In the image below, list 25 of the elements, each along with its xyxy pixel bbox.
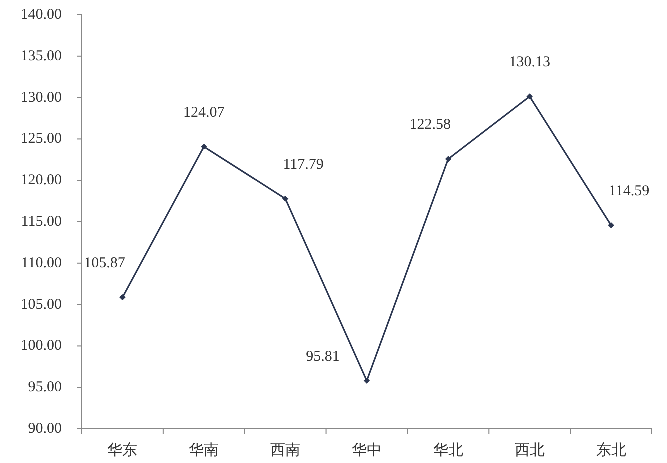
ytick-label: 100.00 (20, 338, 62, 354)
ytick-label: 125.00 (20, 131, 62, 148)
ytick-label: 140.00 (20, 7, 62, 23)
xtick-label: 华北 (433, 443, 464, 459)
data-label: 130.13 (509, 54, 550, 71)
xtick-label: 东北 (596, 443, 626, 459)
data-label: 117.79 (283, 156, 324, 173)
ytick-label: 110.00 (21, 255, 62, 272)
ytick-label: 115.00 (21, 214, 62, 230)
xtick-label: 西北 (514, 443, 545, 459)
data-label: 122.58 (410, 117, 452, 134)
ytick-label: 90.00 (28, 421, 62, 437)
xtick-label: 华东 (108, 443, 138, 459)
xtick-label: 西南 (270, 443, 301, 459)
xtick-label: 华中 (352, 443, 382, 459)
ytick-label: 95.00 (28, 380, 62, 396)
xtick-label: 华南 (189, 443, 220, 459)
data-label: 105.87 (84, 256, 126, 272)
data-label: 114.59 (608, 183, 650, 200)
ytick-label: 135.00 (20, 48, 62, 64)
ytick-label: 120.00 (20, 172, 62, 189)
ytick-label: 130.00 (20, 90, 62, 106)
data-label: 124.07 (184, 104, 225, 121)
ytick-label: 105.00 (20, 296, 62, 313)
data-label: 95.81 (306, 348, 340, 365)
